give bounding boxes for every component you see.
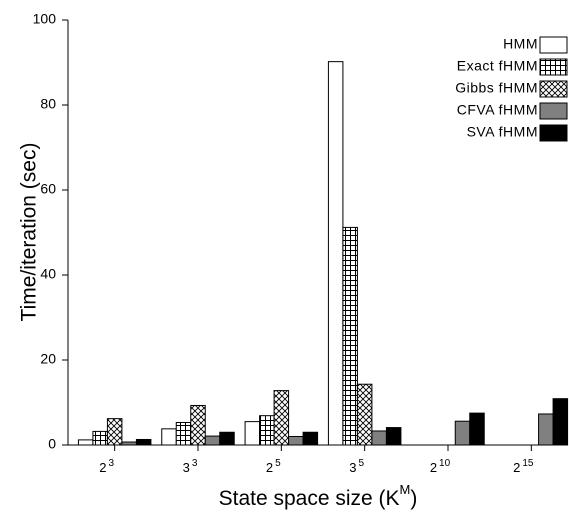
bar: [135, 438, 152, 446]
x-tick-label: 2 15: [513, 458, 534, 476]
x-axis-label: State space size (KM): [219, 482, 418, 509]
bar: [371, 430, 387, 446]
bar: [356, 383, 373, 446]
x-tick-base: 2: [99, 460, 106, 475]
bar: [385, 427, 402, 446]
legend-label: Exact fHMM: [457, 58, 538, 74]
legend-swatch: [539, 58, 568, 76]
bar: [288, 436, 304, 446]
y-tick-label: 0: [48, 436, 56, 452]
x-tick-exp: 10: [439, 458, 451, 469]
bar: [538, 413, 554, 446]
y-tick-label: 80: [40, 96, 56, 112]
legend-swatch: [539, 124, 568, 142]
bar: [302, 431, 319, 446]
legend-swatch: [539, 102, 568, 120]
x-tick-base: 2: [266, 460, 273, 475]
x-tick-exp: 15: [522, 458, 534, 469]
x-axis-label-suffix: ): [410, 487, 417, 510]
bar: [106, 418, 123, 446]
x-tick-base: 2: [430, 460, 437, 475]
bar: [77, 439, 94, 446]
x-tick-label: 2 10: [430, 458, 451, 476]
bar: [161, 428, 177, 446]
legend-swatch: [539, 36, 568, 54]
x-tick-base: 2: [513, 460, 520, 475]
x-tick-base: 3: [349, 460, 356, 475]
y-axis-label: Time/iteration (sec): [18, 143, 41, 322]
bar: [190, 404, 206, 446]
bar: [259, 415, 275, 446]
x-axis-label-text: State space size (K: [219, 487, 400, 510]
bar: [175, 421, 192, 446]
y-tick-label: 20: [40, 351, 56, 367]
bar: [244, 421, 261, 446]
bar: [204, 435, 221, 446]
bar: [327, 61, 344, 446]
x-axis-label-sup: M: [400, 482, 411, 497]
x-tick-exp: 5: [359, 458, 365, 469]
y-tick-label: 40: [40, 266, 56, 282]
legend-label: SVA fHMM: [467, 124, 538, 140]
bar: [121, 441, 137, 446]
x-tick-exp: 3: [109, 458, 115, 469]
bar: [92, 430, 108, 446]
bar: [273, 390, 290, 446]
legend-swatch: [539, 80, 568, 98]
legend-label: CFVA fHMM: [457, 102, 538, 118]
x-tick-exp: 5: [275, 458, 281, 469]
legend-label: HMM: [503, 36, 538, 52]
x-tick-base: 3: [183, 460, 190, 475]
bar: [469, 412, 485, 446]
x-tick-exp: 3: [192, 458, 198, 469]
legend-label: Gibbs fHMM: [455, 80, 538, 96]
y-tick-label: 100: [33, 11, 57, 27]
bar: [219, 431, 235, 446]
bar: [552, 398, 569, 446]
bar: [454, 420, 471, 446]
y-tick-label: 60: [40, 181, 56, 197]
bar: [342, 226, 358, 446]
